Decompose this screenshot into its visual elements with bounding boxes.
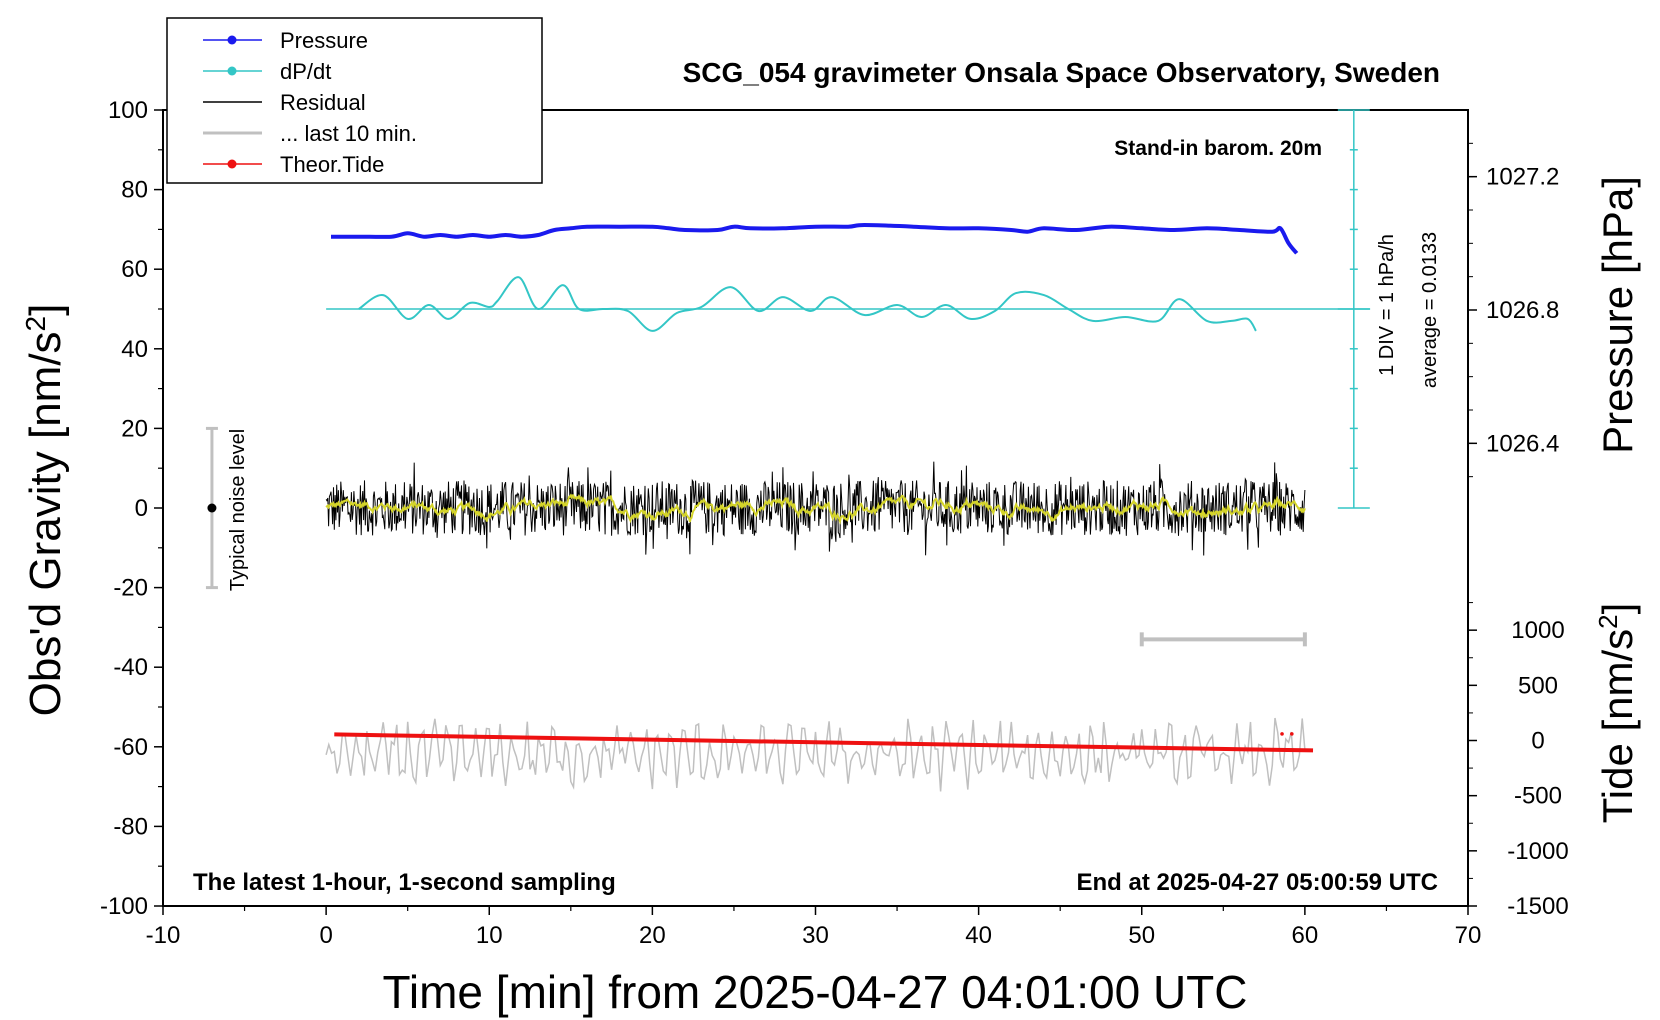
end-time-note: End at 2025-04-27 05:00:59 UTC xyxy=(1077,869,1439,896)
tide-tick-label: -1500 xyxy=(1507,893,1568,920)
legend-box xyxy=(166,17,543,184)
y-tick-label: 0 xyxy=(135,495,148,522)
y-tick-label: 40 xyxy=(121,336,148,363)
x-tick-label: 70 xyxy=(1455,922,1482,949)
tide-tick-label: 1000 xyxy=(1511,617,1564,644)
residual-smoothed-line xyxy=(325,493,1306,525)
legend-items: Pressure dP/dt Residual ... last 10 min. The… xyxy=(203,28,417,177)
sampling-note: The latest 1-hour, 1-second sampling xyxy=(193,869,616,896)
last10-line xyxy=(325,717,1306,792)
y-tick-label: 60 xyxy=(121,256,148,283)
legend-label: Residual xyxy=(280,90,366,115)
y-tick-label: -60 xyxy=(113,734,148,761)
y-axis-ticks: -100 -80 -60 -40 -20 0 20 40 60 80 100 xyxy=(100,97,163,920)
pressure-axis-label: Pressure [hPa] xyxy=(1594,176,1641,454)
y-tick-label: -40 xyxy=(113,654,148,681)
tide-tick-label: 500 xyxy=(1518,672,1558,699)
tide-tick-label: -1000 xyxy=(1507,838,1568,865)
tide-point xyxy=(1290,732,1294,736)
legend-label: ... last 10 min. xyxy=(280,121,417,146)
y-tick-label: -80 xyxy=(113,813,148,840)
legend-marker xyxy=(227,66,237,76)
legend-label: Theor.Tide xyxy=(280,152,384,177)
tide-axis-label: Tide [nm/s2] xyxy=(1593,603,1641,824)
tide-axis-label-close: ] xyxy=(1594,603,1641,615)
pressure-line xyxy=(330,223,1299,255)
y-axis-label-base: Obs'd Gravity [nm/s xyxy=(21,331,70,716)
pressure-axis-ticks: 1026.4 1026.8 1027.2 xyxy=(1468,142,1559,478)
legend-marker xyxy=(227,35,237,45)
y-axis-label-sup: 2 xyxy=(20,316,51,332)
noise-bar-dot xyxy=(207,503,217,513)
x-tick-label: -10 xyxy=(146,922,181,949)
x-tick-label: 40 xyxy=(965,922,992,949)
tide-axis-label-sup: 2 xyxy=(1593,614,1623,628)
y-tick-label: -100 xyxy=(100,893,148,920)
x-axis-ticks: -10 0 10 20 30 40 50 60 70 xyxy=(146,906,1482,949)
legend-label: Pressure xyxy=(280,28,368,53)
y-axis-label: Obs'd Gravity [nm/s2] xyxy=(20,304,71,717)
x-tick-label: 60 xyxy=(1292,922,1319,949)
tide-axis-label-base: Tide [nm/s xyxy=(1594,629,1641,824)
x-tick-label: 20 xyxy=(639,922,666,949)
noise-level-label: Typical noise level xyxy=(227,429,249,591)
y-tick-label: 100 xyxy=(108,97,148,124)
tide-line xyxy=(334,732,1314,753)
x-tick-label: 50 xyxy=(1128,922,1155,949)
barometer-note: Stand-in barom. 20m xyxy=(1114,137,1322,160)
tide-axis-ticks: -1500 -1000 -500 0 500 1000 xyxy=(1468,602,1569,920)
pressure-tick-label: 1026.8 xyxy=(1486,297,1559,324)
legend: Pressure dP/dt Residual ... last 10 min. The… xyxy=(166,17,543,184)
div-scale-label: 1 DIV = 1 hPa/h xyxy=(1376,234,1398,376)
legend-marker xyxy=(227,159,237,169)
tide-point xyxy=(1280,732,1284,736)
x-tick-label: 10 xyxy=(476,922,503,949)
y-tick-label: 20 xyxy=(121,415,148,442)
pressure-tick-label: 1026.4 xyxy=(1486,430,1559,457)
legend-label: dP/dt xyxy=(280,59,331,84)
annotation-marks xyxy=(205,109,1371,647)
y-tick-label: 80 xyxy=(121,177,148,204)
average-label: average = 0.0133 xyxy=(1419,232,1441,388)
tide-tick-label: -500 xyxy=(1514,783,1562,810)
tide-tick-label: 0 xyxy=(1531,728,1544,755)
y-axis-label-close: ] xyxy=(21,304,70,316)
series-layer xyxy=(325,223,1314,792)
chart-title: SCG_054 gravimeter Onsala Space Observat… xyxy=(683,57,1440,88)
x-axis-label: Time [min] from 2025-04-27 04:01:00 UTC xyxy=(383,966,1248,1018)
y-tick-label: -20 xyxy=(113,575,148,602)
x-tick-label: 0 xyxy=(319,922,332,949)
pressure-tick-label: 1027.2 xyxy=(1486,164,1559,191)
dpdt-line xyxy=(358,276,1257,332)
x-tick-label: 30 xyxy=(802,922,829,949)
